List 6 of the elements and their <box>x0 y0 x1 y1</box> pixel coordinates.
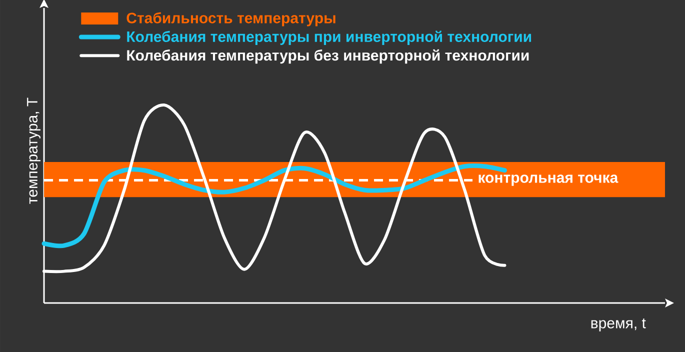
legend-label: Колебания температуры при инверторной технологии <box>127 30 532 45</box>
x-axis-title: время, t <box>591 318 646 332</box>
y-axis-title: температура, T <box>27 98 40 204</box>
legend-label: Колебания температуры без инверторной технологии <box>127 49 529 64</box>
legend-label: Стабильность температуры <box>126 12 336 26</box>
ref-line-label: контрольная точка <box>478 174 618 186</box>
